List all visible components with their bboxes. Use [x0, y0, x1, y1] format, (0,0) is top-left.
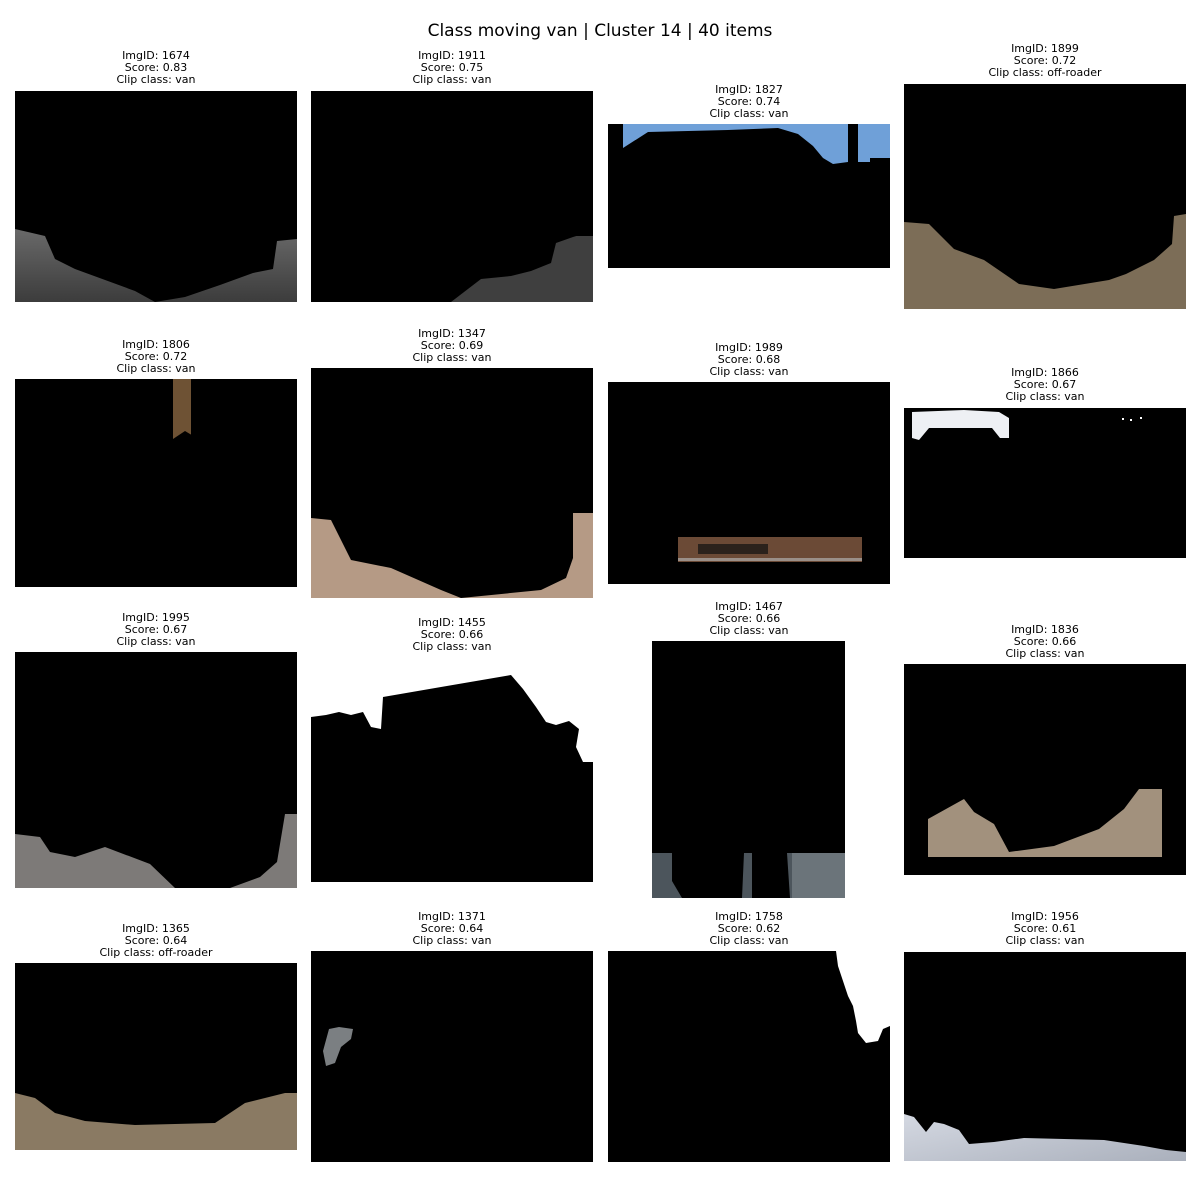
caption-item-8: ImgID: 1866 Score: 0.67 Clip class: van: [904, 367, 1186, 403]
caption-item-11: ImgID: 1467 Score: 0.66 Clip class: van: [608, 601, 890, 637]
score-label: Score: 0.74: [717, 95, 781, 108]
clip-class-label: Clip class: van: [1005, 647, 1085, 660]
score-label: Score: 0.66: [420, 628, 484, 641]
img-id-label: ImgID: 1467: [715, 600, 783, 613]
caption-item-13: ImgID: 1365 Score: 0.64 Clip class: off-…: [15, 923, 297, 959]
clip-class-label: Clip class: van: [116, 73, 196, 86]
caption-item-9: ImgID: 1995 Score: 0.67 Clip class: van: [15, 612, 297, 648]
clip-class-label: Clip class: van: [412, 351, 492, 364]
figure-title: Class moving van | Cluster 14 | 40 items: [427, 21, 773, 41]
img-id-label: ImgID: 1827: [715, 83, 783, 96]
caption-item-6: ImgID: 1347 Score: 0.69 Clip class: van: [311, 328, 593, 364]
caption-item-2: ImgID: 1911 Score: 0.75 Clip class: van: [311, 50, 593, 86]
score-label: Score: 0.61: [1013, 922, 1077, 935]
clip-class-label: Clip class: van: [709, 365, 789, 378]
score-label: Score: 0.67: [124, 623, 188, 636]
score-label: Score: 0.62: [717, 922, 781, 935]
thumbnail-item-7: [608, 382, 890, 584]
thumbnail-item-16: [904, 952, 1186, 1161]
thumbnail-item-14: [311, 951, 593, 1162]
clip-class-label: Clip class: van: [412, 934, 492, 947]
img-id-label: ImgID: 1899: [1011, 42, 1079, 55]
thumbnail-item-12: [904, 664, 1186, 875]
score-label: Score: 0.64: [420, 922, 484, 935]
thumbnail-item-2: [311, 91, 593, 302]
score-label: Score: 0.66: [717, 612, 781, 625]
thumbnail-item-8: [904, 408, 1186, 558]
score-label: Score: 0.67: [1013, 378, 1077, 391]
clip-class-label: Clip class: van: [116, 635, 196, 648]
img-id-label: ImgID: 1455: [418, 616, 486, 629]
img-id-label: ImgID: 1956: [1011, 910, 1079, 923]
clip-class-label: Clip class: van: [709, 107, 789, 120]
score-label: Score: 0.68: [717, 353, 781, 366]
thumbnail-item-9: [15, 652, 297, 888]
img-id-label: ImgID: 1365: [122, 922, 190, 935]
thumbnail-item-13: [15, 963, 297, 1150]
thumbnail-item-6: [311, 368, 593, 598]
img-id-label: ImgID: 1836: [1011, 623, 1079, 636]
caption-item-10: ImgID: 1455 Score: 0.66 Clip class: van: [311, 617, 593, 653]
caption-item-12: ImgID: 1836 Score: 0.66 Clip class: van: [904, 624, 1186, 660]
caption-item-7: ImgID: 1989 Score: 0.68 Clip class: van: [608, 342, 890, 378]
score-label: Score: 0.66: [1013, 635, 1077, 648]
thumbnail-item-3: [608, 124, 890, 268]
thumbnail-item-15: [608, 951, 890, 1162]
clip-class-label: Clip class: van: [116, 362, 196, 375]
clip-class-label: Clip class: van: [709, 624, 789, 637]
clip-class-label: Clip class: van: [1005, 390, 1085, 403]
caption-item-5: ImgID: 1806 Score: 0.72 Clip class: van: [15, 339, 297, 375]
thumbnail-item-11: [652, 641, 845, 898]
score-label: Score: 0.64: [124, 934, 188, 947]
score-label: Score: 0.75: [420, 61, 484, 74]
clip-class-label: Clip class: van: [1005, 934, 1085, 947]
caption-item-1: ImgID: 1674 Score: 0.83 Clip class: van: [15, 50, 297, 86]
img-id-label: ImgID: 1371: [418, 910, 486, 923]
clip-class-label: Clip class: off-roader: [988, 66, 1102, 79]
thumbnail-item-5: [15, 379, 297, 587]
caption-item-15: ImgID: 1758 Score: 0.62 Clip class: van: [608, 911, 890, 947]
caption-item-16: ImgID: 1956 Score: 0.61 Clip class: van: [904, 911, 1186, 947]
img-id-label: ImgID: 1995: [122, 611, 190, 624]
clip-class-label: Clip class: van: [412, 73, 492, 86]
score-label: Score: 0.72: [1013, 54, 1077, 67]
img-id-label: ImgID: 1866: [1011, 366, 1079, 379]
img-id-label: ImgID: 1911: [418, 49, 486, 62]
score-label: Score: 0.69: [420, 339, 484, 352]
thumbnail-item-1: [15, 91, 297, 302]
caption-item-3: ImgID: 1827 Score: 0.74 Clip class: van: [608, 84, 890, 120]
clip-class-label: Clip class: off-roader: [99, 946, 213, 959]
img-id-label: ImgID: 1806: [122, 338, 190, 351]
thumbnail-item-10: [311, 657, 593, 882]
clip-class-label: Clip class: van: [412, 640, 492, 653]
score-label: Score: 0.83: [124, 61, 188, 74]
caption-item-4: ImgID: 1899 Score: 0.72 Clip class: off-…: [904, 43, 1186, 79]
img-id-label: ImgID: 1347: [418, 327, 486, 340]
caption-item-14: ImgID: 1371 Score: 0.64 Clip class: van: [311, 911, 593, 947]
score-label: Score: 0.72: [124, 350, 188, 363]
img-id-label: ImgID: 1758: [715, 910, 783, 923]
thumbnail-item-4: [904, 84, 1186, 309]
img-id-label: ImgID: 1989: [715, 341, 783, 354]
clip-class-label: Clip class: van: [709, 934, 789, 947]
img-id-label: ImgID: 1674: [122, 49, 190, 62]
